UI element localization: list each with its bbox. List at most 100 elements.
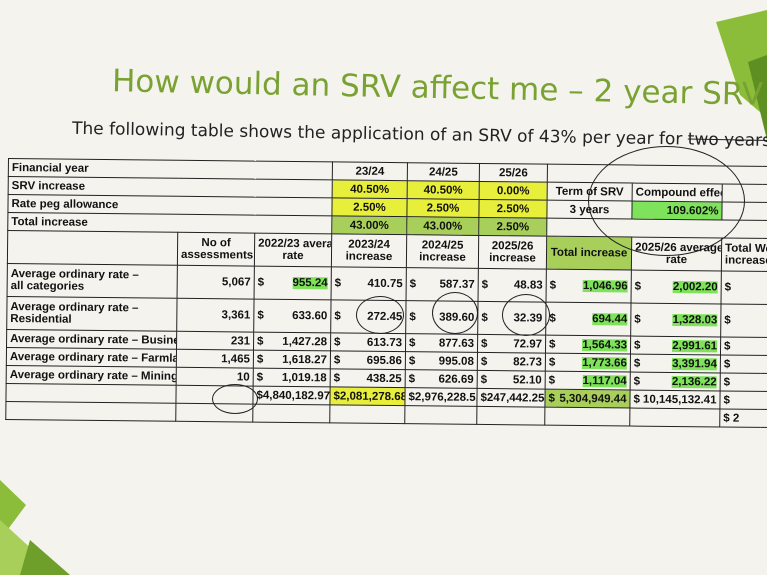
srv-1: 40.50% <box>332 179 408 199</box>
total-1: 43.00% <box>331 215 407 235</box>
dollar-sign: $ <box>634 313 641 326</box>
dollar-sign: $ <box>334 277 342 290</box>
cell-value: 4,840,182.97 <box>262 389 331 402</box>
dollar-sign: $ <box>409 336 416 349</box>
cell-value: 587.37 <box>439 278 475 291</box>
annotation-circle <box>212 384 258 414</box>
cell-assessments: 1,465 <box>176 349 254 369</box>
cell-value: 1,046.96 <box>582 280 628 293</box>
dollar-sign: $ <box>548 356 556 369</box>
cell-total: $1,773.66 <box>545 353 631 373</box>
annotation-circle <box>356 296 404 334</box>
cell-2324: $613.73 <box>330 332 406 352</box>
header-text: increase <box>489 252 536 265</box>
dollar-sign: $ <box>480 355 488 368</box>
cell-2324: $410.75 <box>331 266 407 301</box>
cell-avg-2223: $633.60 <box>253 299 332 333</box>
header-text: increase <box>345 250 393 264</box>
header-text: increase 2 <box>724 254 767 268</box>
blank <box>252 404 330 423</box>
row-label: Average ordinary rate – Farmland <box>6 347 177 368</box>
cell-2425: $995.08 <box>405 351 478 371</box>
dollar-sign: $ <box>256 353 264 366</box>
cell-value: 955.24 <box>292 276 328 290</box>
cell-value: 10,145,132.41 <box>642 393 717 406</box>
cell-value: 2,976,228.51 <box>414 390 478 404</box>
blank <box>544 407 630 427</box>
dollar-sign: $ <box>257 276 265 289</box>
dollar-sign: $ <box>333 371 341 384</box>
peg-3: 2.50% <box>478 199 548 219</box>
cell-weekly: $ <box>720 354 767 374</box>
header-2324: 2023/24 increase <box>331 233 407 268</box>
cell-2324: $695.86 <box>330 350 406 370</box>
cell-value: 2,002.20 <box>672 280 718 294</box>
cell-value: 2,991.61 <box>672 339 718 352</box>
cell-avg-2526: $2,991.61 <box>630 336 721 355</box>
cell-value: 2,136.22 <box>671 375 717 388</box>
cell-value: 633.60 <box>292 309 328 323</box>
annotation-circle <box>502 294 550 336</box>
dollar-sign: $ <box>481 278 489 292</box>
extra-weekly: $ 2 <box>719 408 767 428</box>
cell-value: 82.73 <box>513 355 542 369</box>
cell-value: 410.75 <box>367 277 403 291</box>
row-label: Average ordinary rate – Business <box>6 329 177 350</box>
cell-value: 438.25 <box>366 372 402 385</box>
year-1: 23/24 <box>332 161 408 181</box>
cell-2526: $72.97 <box>477 334 546 354</box>
cell-assessments: 5,067 <box>177 265 255 300</box>
header-2425: 2024/25 increase <box>406 234 479 269</box>
cell-2526: $52.10 <box>477 370 546 390</box>
cell-value: 2,081,278.68 <box>339 389 406 403</box>
row-label: Average ordinary rate – Mining <box>6 365 177 386</box>
dollar-sign: $ <box>408 354 416 367</box>
row-label: Average ordinary rate – Residential <box>6 296 178 332</box>
header-text: 2022/23 average <box>258 237 332 251</box>
cell-value: 1,019.18 <box>281 371 327 384</box>
cell-total: $1,564.33 <box>545 335 631 355</box>
annotation-circle <box>588 146 745 256</box>
dollar-sign: $ <box>634 339 641 352</box>
cell-value: 613.73 <box>366 336 403 349</box>
dollar-sign: $ <box>549 279 557 292</box>
dollar-sign: $ <box>334 310 341 323</box>
cell-value: 995.08 <box>438 355 474 368</box>
total-3: 2.50% <box>478 217 547 237</box>
cell-avg-2223: $1,019.18 <box>253 368 331 387</box>
year-3: 25/26 <box>479 163 548 183</box>
cell-total: $694.44 <box>545 302 632 337</box>
dollar-sign: $ <box>256 371 264 384</box>
total-weekly: $ <box>719 390 767 410</box>
cell-value: 694.44 <box>592 313 628 326</box>
cell-weekly: $ <box>721 270 767 305</box>
cell-value: 695.86 <box>366 354 402 367</box>
cell-assessments: 231 <box>176 331 254 351</box>
cell-value: 48.83 <box>513 279 543 292</box>
dollar-sign: $ <box>633 357 641 370</box>
dollar-sign: $ <box>634 280 642 293</box>
annotation-circle <box>432 292 478 334</box>
cell-2324: $438.25 <box>330 368 406 388</box>
cell-value: 1,427.28 <box>282 335 328 348</box>
cell-weekly: $ <box>720 372 767 392</box>
dollar-sign: $ <box>549 312 556 325</box>
dollar-sign: $ <box>549 338 556 351</box>
cell-avg-2526: $1,328.03 <box>630 303 722 337</box>
srv-2: 40.50% <box>407 180 480 200</box>
cell-value: 3,391.94 <box>672 357 717 370</box>
dollar-sign: $ <box>409 311 416 324</box>
dollar-sign: $ <box>481 337 488 350</box>
blank <box>7 230 178 266</box>
dollar-sign: $ <box>408 372 416 385</box>
dollar-sign: $ <box>333 353 341 366</box>
cell-2425: $877.63 <box>405 333 478 353</box>
header-text: 2025/26 <box>491 240 534 253</box>
total-2526: $247,442.25 <box>476 388 546 408</box>
cell-weekly: $ <box>720 303 767 338</box>
header-text: assessments <box>180 248 254 262</box>
dollar-sign: $ <box>480 373 488 386</box>
blank <box>329 404 405 424</box>
